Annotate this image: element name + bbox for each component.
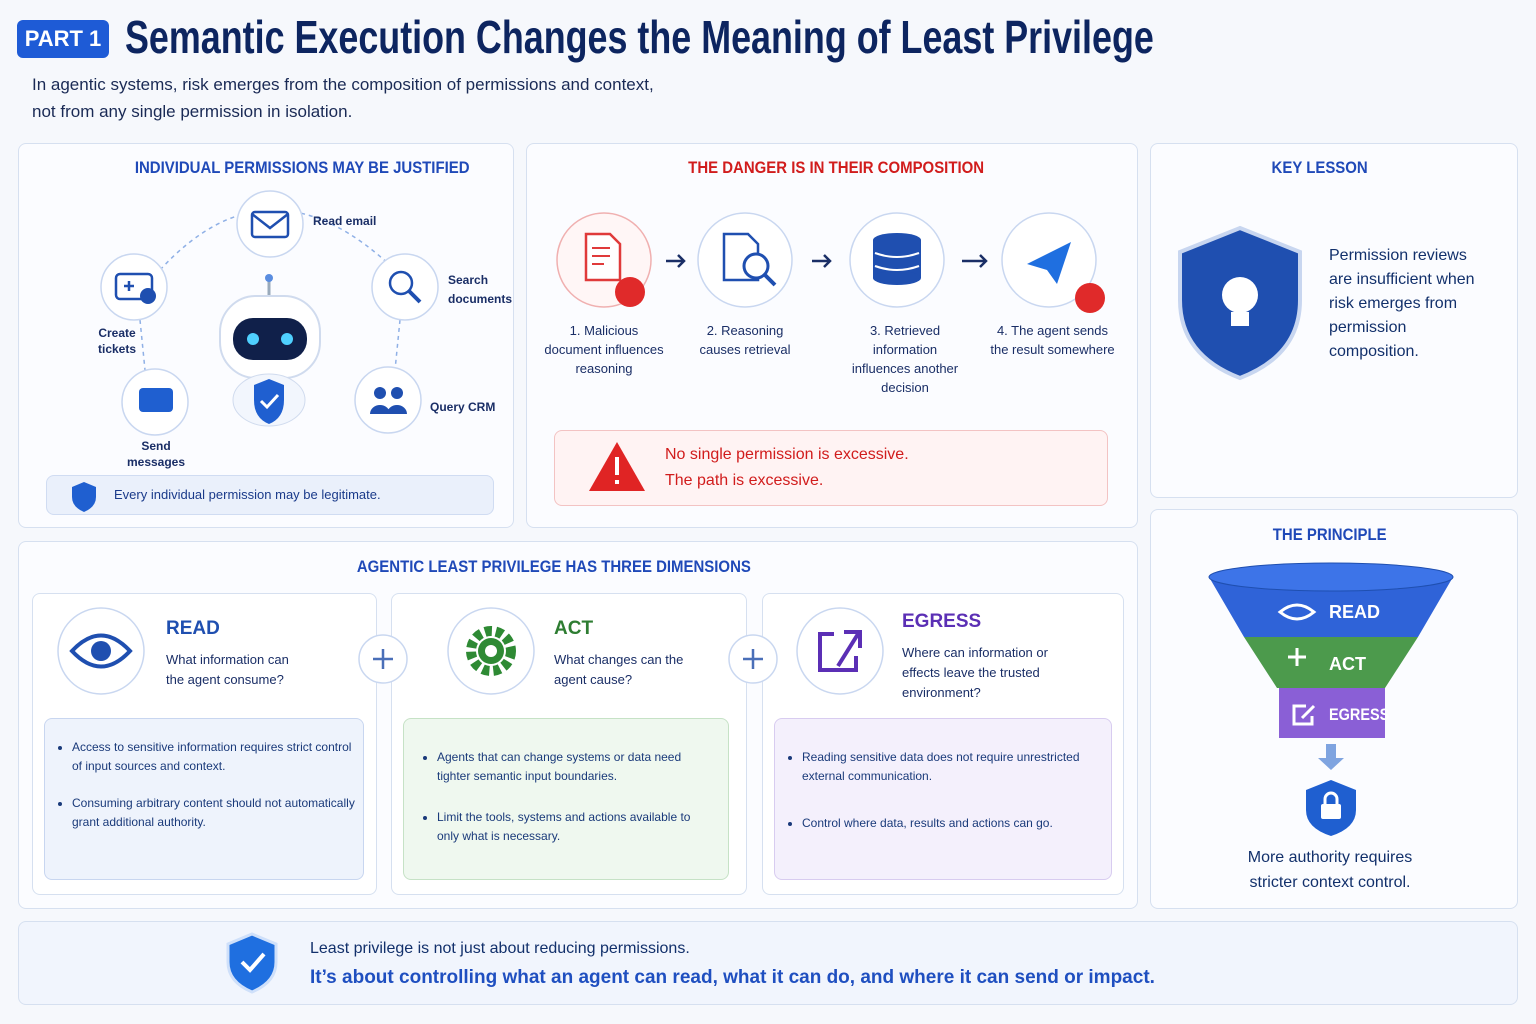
bullet-box [403,718,729,880]
lock [1321,804,1341,819]
funnel-icons [1277,603,1317,726]
funnel-label: ACT [1329,654,1366,674]
icon [139,388,173,412]
badge-text: PART 1 [24,26,102,51]
perm-label: Query CRM [430,400,496,414]
dim-question: What changes can the agent cause? [554,652,684,687]
dim-name: EGRESS [902,611,982,632]
icon [485,645,497,657]
bullet: Limit the tools, systems and actions ava… [437,808,713,846]
step-label: 2. Reasoning causes retrieval [699,323,791,357]
funnel-read [1209,577,1453,637]
bullet: Agents that can change systems or data n… [437,748,713,786]
shield [226,932,278,994]
bullets: Reading sensitive data does not require … [788,748,1098,851]
subtitle: not from any single permission in isolat… [32,102,353,121]
icon [466,626,516,676]
bullet: Reading sensitive data does not require … [802,748,1098,786]
bullet: Control where data, results and actions … [802,814,1098,833]
title: Semantic Execution Changes the Meaning o… [125,11,1154,63]
bullets: Agents that can change systems or data n… [423,748,713,864]
bullet-box [44,718,364,880]
panel-title: KEY LESSON [1271,158,1368,177]
step-label: 1. Malicious document influences reasoni… [544,323,664,376]
step-icons [584,232,1105,313]
lock [1323,791,1339,804]
subtitle: In agentic systems, risk emerges from th… [32,75,654,94]
icon [370,387,407,414]
footer-line: Least privilege is not just about reduci… [310,940,690,957]
bulb [1222,277,1258,313]
plus [373,649,763,669]
dim-question: Where can information or effects leave t… [902,645,1048,700]
note-box [46,475,494,515]
step-label: 3. Retrieved information influences anot… [851,323,959,395]
icon [91,641,111,661]
footer-line: It’s about controlling what an agent can… [310,967,1155,988]
arrow [1318,744,1344,770]
panel-title: AGENTIC LEAST PRIVILEGE HAS THREE DIMENS… [356,557,751,576]
warning-box [554,430,1108,506]
funnel-label: READ [1329,602,1381,622]
panel-title: THE DANGER IS IN THEIR COMPOSITION [688,158,985,177]
icon [72,482,96,512]
connector [139,209,401,371]
principle-text: More authority requires stricter context… [1247,849,1413,891]
bullet: Access to sensitive information requires… [72,738,358,776]
icon [140,288,156,304]
bullet-box [774,718,1112,880]
lesson-text: Permission reviews are insufficient when… [1329,247,1475,360]
badge [17,20,109,58]
dim-name: ACT [554,618,594,639]
bullet: Consuming arbitrary content should not a… [72,794,358,832]
icon [818,630,862,672]
bullets: Access to sensitive information requires… [58,738,358,850]
warning: The path is excessive. [665,472,824,489]
panel-title: INDIVIDUAL PERMISSIONS MAY BE JUSTIFIED [134,158,470,177]
funnel-top [1208,562,1454,592]
perm-label: Read email [313,214,377,228]
dim-question: What information can the agent consume? [166,652,289,687]
shield [240,952,266,973]
perm-icons [114,210,422,304]
perm-label: Create tickets [97,326,137,356]
perm-label: Search documents [448,273,513,306]
funnel-egress [1279,688,1385,738]
robot [219,274,321,427]
perm-label: Send messages [126,439,186,469]
funnel-label: EGRESS [1329,705,1390,724]
note: Every individual permission may be legit… [114,487,381,502]
panel-title: THE PRINCIPLE [1272,525,1387,544]
step-label: 4. The agent sends the result somewhere [990,323,1115,357]
dim-name: READ [166,618,220,639]
panel [18,921,1518,1005]
funnel-act [1244,637,1418,688]
bulb [1231,312,1249,326]
warning: No single permission is excessive. [665,446,909,463]
